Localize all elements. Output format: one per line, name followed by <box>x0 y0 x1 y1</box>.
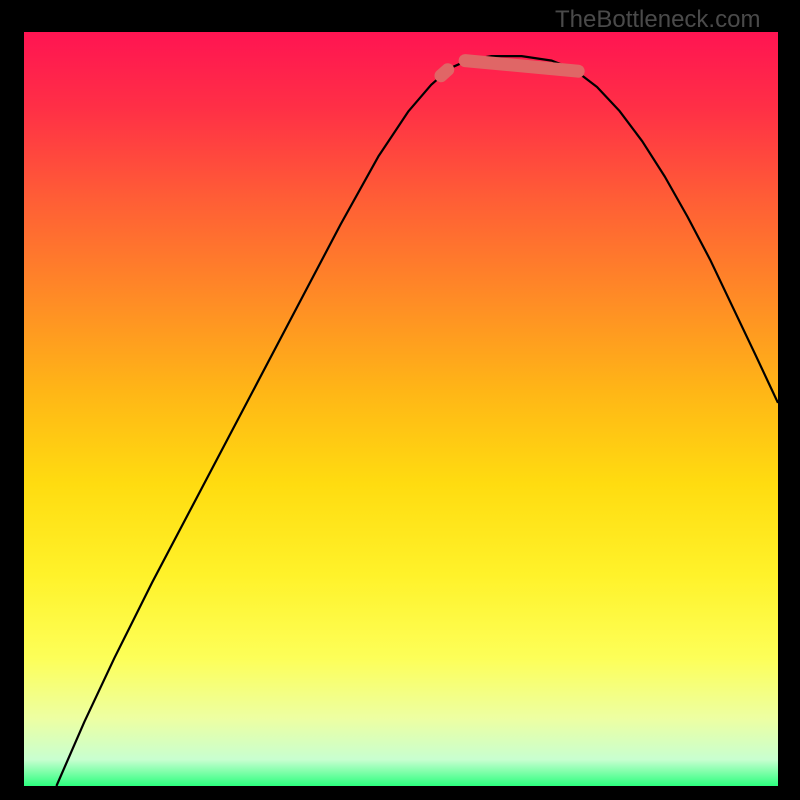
plot-background <box>24 32 778 786</box>
chart-canvas: TheBottleneck.com <box>0 0 800 800</box>
optimal-range-highlight <box>441 70 448 76</box>
bottleneck-curve-chart <box>0 0 800 800</box>
watermark-text: TheBottleneck.com <box>555 6 760 34</box>
